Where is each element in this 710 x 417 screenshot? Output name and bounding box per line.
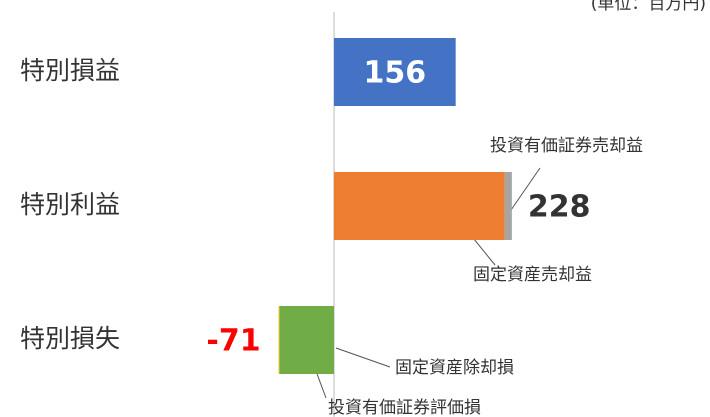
leader-line xyxy=(335,347,391,368)
callout-label: 投資有価証券売却益 xyxy=(490,136,643,156)
total-label: 228 xyxy=(528,190,591,225)
bar-segment xyxy=(334,172,505,240)
bar-segment xyxy=(279,306,334,374)
callout-label: 固定資産除却損 xyxy=(395,358,514,378)
bar-segment xyxy=(504,172,512,240)
category-label: 特別損失 xyxy=(20,324,120,353)
category-label: 特別利益 xyxy=(20,190,120,219)
callout-label: 投資有価証券評価損 xyxy=(328,398,481,417)
bar-segment xyxy=(334,38,456,106)
leader-line xyxy=(510,167,541,211)
total-label: 156 xyxy=(364,56,427,91)
bar-segment xyxy=(278,306,280,374)
category-label: 特別損益 xyxy=(20,56,120,85)
callout-label: 固定資産売却益 xyxy=(473,265,592,285)
total-label: -71 xyxy=(206,324,260,359)
unit-note: (単位：百万円) xyxy=(591,0,706,14)
